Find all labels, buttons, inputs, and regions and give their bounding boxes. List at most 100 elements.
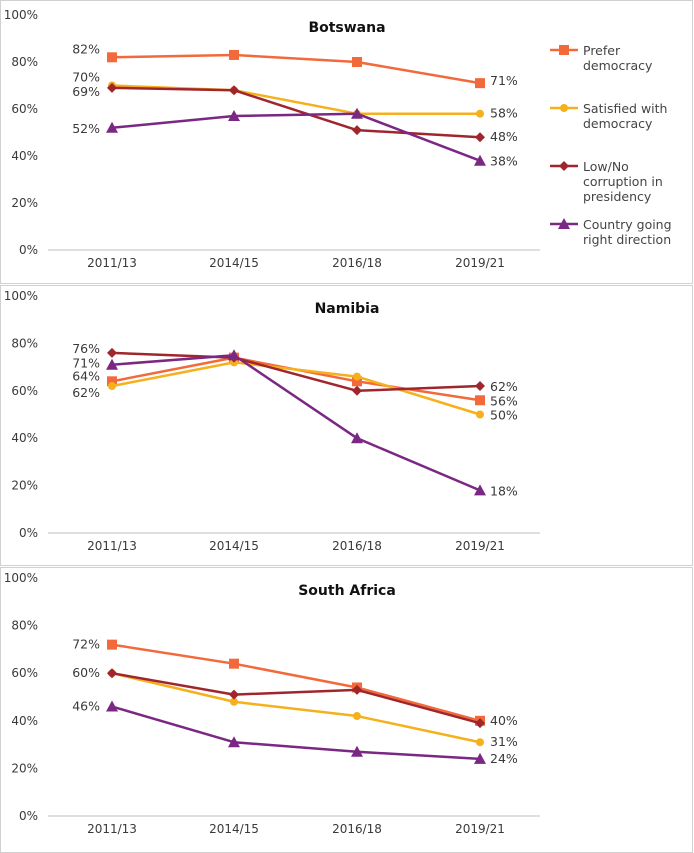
chart-title: Namibia [315, 301, 380, 317]
y-tick-label: 60% [11, 102, 38, 116]
data-label: 38% [490, 154, 518, 169]
legend-label: Country going [583, 217, 672, 232]
legend-marker [559, 161, 569, 171]
y-tick-label: 80% [11, 619, 38, 633]
y-tick-label: 100% [4, 289, 38, 303]
data-point-marker [230, 697, 238, 706]
chart-title: South Africa [298, 583, 396, 599]
y-tick-label: 20% [11, 196, 38, 210]
legend-label: Prefer [583, 43, 621, 58]
series-line [111, 351, 481, 393]
data-label: 56% [490, 393, 518, 408]
data-point-marker [229, 658, 239, 669]
data-point-marker [352, 125, 362, 136]
data-point-marker [228, 110, 240, 122]
legend-label: presidency [583, 189, 652, 204]
data-label: 24% [490, 751, 518, 766]
series-country-going-right-direction: 52% 38% [72, 107, 518, 169]
data-point-marker [352, 385, 362, 396]
series-line [111, 53, 481, 85]
data-label: 40% [490, 713, 518, 728]
data-label: 71% [72, 356, 100, 371]
data-point-marker [475, 78, 485, 89]
y-tick-label: 60% [11, 666, 38, 680]
data-label: 71% [490, 73, 518, 88]
data-label: 64% [72, 368, 100, 383]
data-point-marker [107, 52, 117, 63]
x-tick-label: 2014/15 [209, 822, 259, 836]
data-point-marker [476, 738, 484, 747]
data-point-marker [228, 349, 240, 361]
data-point-marker [228, 736, 240, 748]
data-point-marker [353, 712, 361, 721]
data-point-marker [106, 358, 118, 370]
legend-label: Low/No [583, 159, 629, 174]
chart-panel-south-africa: South Africa 0% 20% 40% 60% 80% 100% 2011/13 201… [0, 567, 693, 853]
chart-panel-namibia: Namibia 0% 20% 40% 60% 80% 100% 2011/13 2014/15 2… [0, 285, 693, 566]
data-point-marker [351, 745, 363, 757]
y-tick-label: 100% [4, 8, 38, 22]
data-point-marker [229, 689, 239, 700]
panel-frame [0, 0, 693, 284]
series-satisfied-with-democracy: 31% [108, 669, 518, 749]
series-line [111, 356, 481, 402]
y-tick-label: 60% [11, 384, 38, 398]
data-point-marker [475, 381, 485, 392]
data-point-marker [475, 395, 485, 406]
data-point-marker [474, 154, 486, 166]
data-label: 62% [72, 385, 100, 400]
data-label: 18% [490, 483, 518, 498]
data-label: 50% [490, 408, 518, 423]
legend-label: Satisfied with [583, 101, 667, 116]
x-tick-label: 2019/21 [455, 539, 505, 553]
data-point-marker [352, 684, 362, 695]
y-tick-label: 0% [19, 243, 38, 257]
panel-frame [0, 285, 693, 566]
y-tick-label: 0% [19, 809, 38, 823]
series-line [111, 112, 481, 162]
series-low-no-corruption-in-presidency: 60% [72, 665, 485, 729]
series-line [111, 705, 481, 761]
y-tick-label: 100% [4, 571, 38, 585]
data-point-marker [107, 347, 117, 358]
legend-marker [560, 104, 568, 112]
data-label: 72% [72, 637, 100, 652]
data-point-marker [476, 410, 484, 419]
legend-marker [559, 45, 569, 55]
y-tick-label: 20% [11, 479, 38, 493]
data-label: 76% [72, 341, 100, 356]
data-label: 62% [490, 379, 518, 394]
series-line [111, 671, 481, 744]
x-tick-label: 2011/13 [87, 539, 137, 553]
x-tick-label: 2014/15 [209, 256, 259, 270]
chart-panel-botswana: Botswana 0% 20% 40% 60% 80% 100% 2011/13 2014/15… [0, 0, 693, 284]
y-tick-label: 20% [11, 761, 38, 775]
x-tick-label: 2019/21 [455, 822, 505, 836]
series-satisfied-with-democracy: 62% 50% [72, 358, 518, 423]
x-tick-label: 2016/18 [332, 822, 382, 836]
legend-label: democracy [583, 58, 653, 73]
data-point-marker [352, 57, 362, 67]
series-line [111, 361, 481, 416]
panel-frame [0, 567, 693, 853]
data-point-marker [229, 49, 239, 60]
x-tick-label: 2011/13 [87, 256, 137, 270]
x-tick-label: 2019/21 [455, 256, 505, 270]
x-tick-label: 2016/18 [332, 539, 382, 553]
data-point-marker [475, 718, 485, 729]
series-low-no-corruption-in-presidency: 69% 48% [72, 82, 518, 144]
series-prefer-democracy: 72% 40% [72, 637, 518, 728]
y-tick-label: 40% [11, 149, 38, 163]
data-point-marker [107, 376, 117, 387]
legend-label: corruption in [583, 174, 663, 189]
data-label: 46% [72, 699, 100, 714]
data-point-marker [107, 639, 117, 650]
data-point-marker [351, 432, 363, 444]
y-tick-label: 0% [19, 526, 38, 540]
